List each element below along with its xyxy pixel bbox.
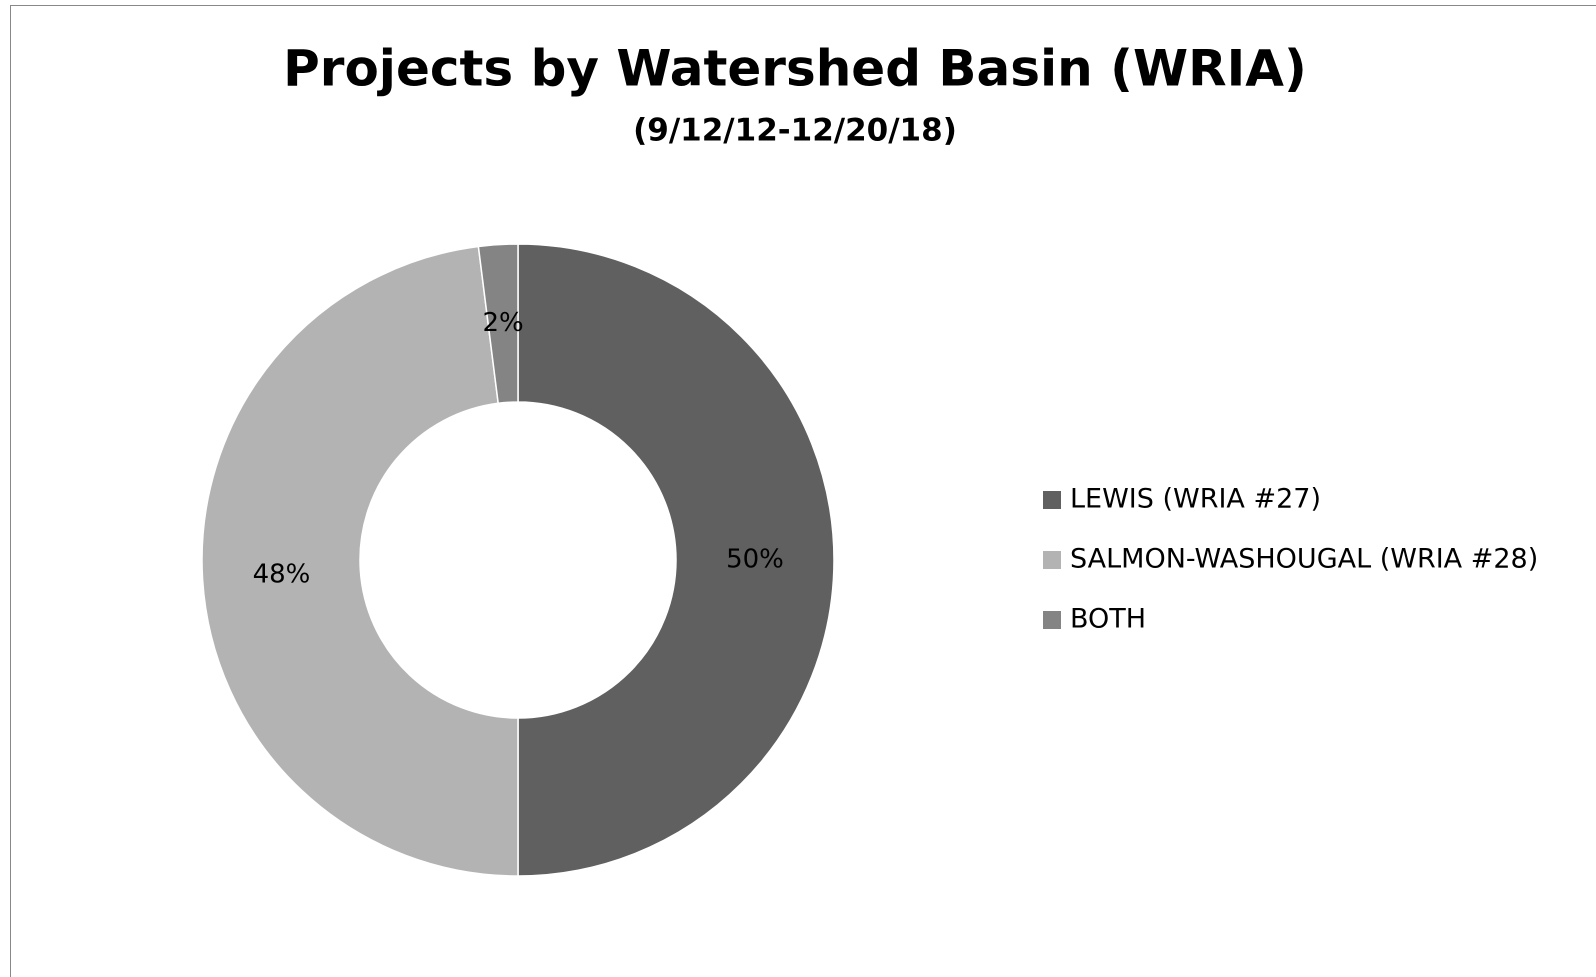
legend-swatch (1043, 551, 1061, 569)
chart-subtitle: (9/12/12-12/20/18) (633, 113, 957, 149)
legend-label: BOTH (1070, 604, 1146, 635)
data-label: 2% (482, 308, 523, 338)
slice (517, 243, 835, 877)
slice (201, 245, 519, 877)
data-label: 48% (253, 559, 311, 589)
slice (477, 243, 519, 405)
legend-swatch (1043, 491, 1061, 509)
legend-swatch (1043, 611, 1061, 629)
chart-title: Projects by Watershed Basin (WRIA) (283, 40, 1307, 98)
legend-label: SALMON-WASHOUGAL (WRIA #28) (1070, 544, 1538, 575)
data-label: 50% (726, 545, 784, 575)
legend-label: LEWIS (WRIA #27) (1070, 484, 1321, 515)
